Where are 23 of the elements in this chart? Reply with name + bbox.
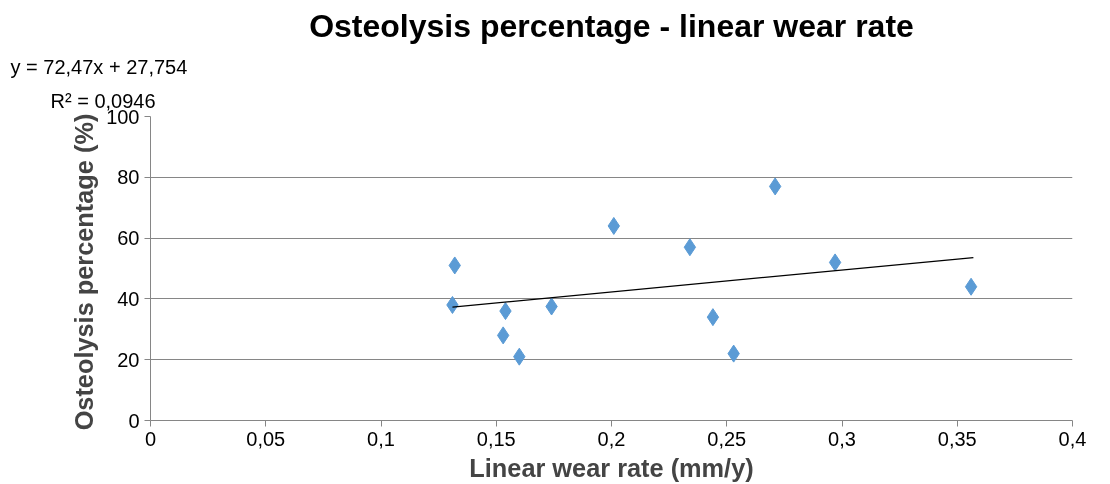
- x-tick-label: 0,25: [707, 427, 747, 450]
- y-tick-label: 0: [128, 409, 140, 432]
- x-tick-label: 0,3: [828, 427, 856, 450]
- x-tick-label: 0,35: [937, 427, 977, 450]
- x-axis-title: Linear wear rate (mm/y): [469, 453, 754, 482]
- point: [768, 177, 782, 196]
- point: [683, 238, 697, 257]
- text: y = 72,47x + 27,754: [10, 55, 188, 78]
- x-tick-label: 0: [144, 427, 157, 450]
- point: [706, 308, 720, 327]
- y-tick-label: 60: [117, 227, 140, 250]
- y-tick-label: 80: [117, 166, 140, 189]
- x-tick-label: 0,15: [476, 427, 516, 450]
- x-tick-label: 0,1: [367, 427, 395, 450]
- x-tick-label: 0,05: [246, 427, 286, 450]
- chart-title: Osteolysis percentage - linear wear rate: [309, 7, 914, 44]
- y-tick-label: 20: [117, 348, 140, 371]
- x-tick-label: 0,2: [597, 427, 626, 450]
- point: [828, 253, 842, 272]
- x-tick-label: 0,4: [1058, 427, 1087, 450]
- point: [964, 277, 978, 296]
- y-tick-label: 40: [117, 287, 140, 310]
- y-axis-title: Osteolysis percentage (%): [70, 113, 99, 431]
